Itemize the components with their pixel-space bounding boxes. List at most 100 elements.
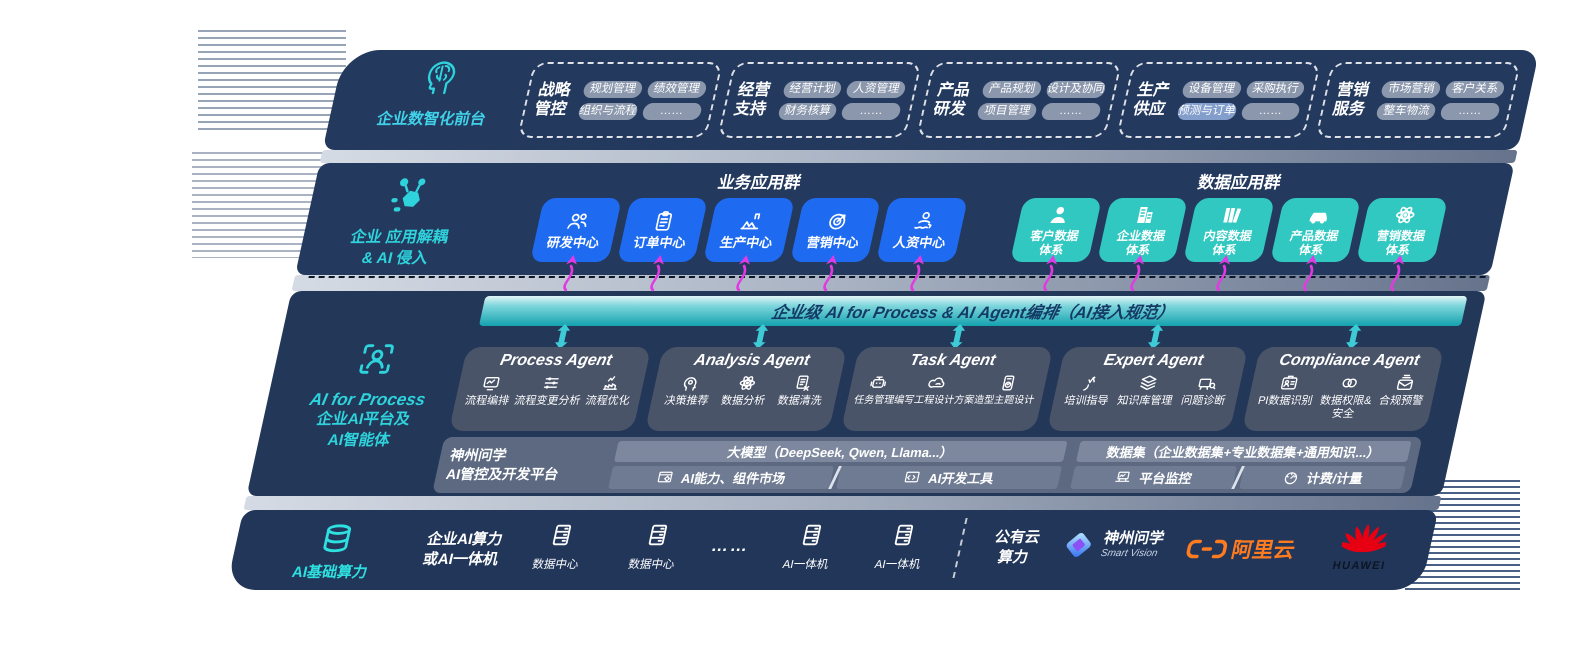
front-layer-title: 企业数智化前台 bbox=[375, 111, 488, 128]
server-icon bbox=[796, 522, 828, 548]
process-agent-box: Process Agent 流程编排 流程变更分析 流程优化 bbox=[448, 347, 652, 431]
double-arrow-icon bbox=[945, 323, 971, 350]
server-icon bbox=[546, 522, 578, 548]
front-layer-label: 企业数智化前台 bbox=[363, 58, 511, 129]
agent-title: Expert Agent bbox=[1102, 352, 1206, 369]
smart-vision-logo: 神州问学 Smart Vision bbox=[1058, 528, 1193, 562]
agent-item-label: 数据分析 bbox=[719, 395, 767, 407]
agent-item-label: 数据权限&安全 bbox=[1318, 395, 1373, 421]
public-cloud-label: 公有云 算力 bbox=[973, 528, 1058, 569]
pill: 财务核算 bbox=[776, 102, 839, 120]
node-label: 数据中心 bbox=[531, 559, 580, 571]
agent-item-label: 合规预警 bbox=[1377, 395, 1425, 407]
app-layer-title-line: 企业 应用解耦 bbox=[348, 229, 450, 246]
double-arrow-icon bbox=[1341, 323, 1367, 350]
dashed-divider bbox=[952, 518, 968, 578]
app-layer: 企业 应用解耦 & AI 侵入 业务应用群 研发中心 订单中心 bbox=[295, 163, 1515, 275]
agent-title: Analysis Agent bbox=[692, 352, 812, 369]
optimize-icon bbox=[599, 373, 623, 393]
cloud-line: 算力 bbox=[996, 549, 1030, 567]
huawei-logo: HUAWEI bbox=[1318, 518, 1410, 572]
pill: 预测与订单 bbox=[1176, 102, 1238, 120]
agent-item-label: 编写工程设计方案 bbox=[892, 395, 976, 406]
scan-person-icon bbox=[352, 339, 401, 379]
ai-layer-title-line: AI智能体 bbox=[325, 431, 392, 449]
app-layer-title-line: & AI 侵入 bbox=[359, 249, 430, 267]
agent-item-label: 造型主题设计 bbox=[972, 395, 1036, 406]
node-label: AI一体机 bbox=[873, 559, 922, 571]
agent-item-label: 知识库管理 bbox=[1115, 395, 1174, 407]
alert-icon bbox=[1393, 373, 1417, 393]
dataset-bar: 数据集（企业数据集+专业数据集+通用知识...） bbox=[1075, 441, 1412, 462]
app-layer-label: 企业 应用解耦 & AI 侵入 bbox=[316, 175, 489, 270]
infra-title: AI基础算力 bbox=[290, 564, 370, 581]
diagnose-icon bbox=[1195, 373, 1219, 393]
expert-agent-box: Expert Agent 培训指导 知识库管理 问题诊断 bbox=[1046, 347, 1249, 431]
agent-title: Task Agent bbox=[908, 352, 998, 369]
group-product: 产品研发 产品规划 设计及协同 项目管理 …… bbox=[916, 62, 1122, 138]
business-group-title: 业务应用群 bbox=[716, 174, 803, 192]
training-icon bbox=[1078, 373, 1102, 393]
agent-item-label: 流程编排 bbox=[463, 395, 511, 407]
group-name: 经营支持 bbox=[732, 81, 773, 118]
person-chart-icon bbox=[909, 209, 938, 233]
pill: 整车物流 bbox=[1375, 102, 1438, 120]
deco-stripes-top-left bbox=[198, 30, 346, 134]
pill: …… bbox=[840, 102, 903, 120]
ai-orchestration-bar: 企业级 AI for Process & AI Agent编排（AI接入规范） bbox=[478, 296, 1468, 326]
group-operation: 经营支持 经营计划 人资管理 财务核算 …… bbox=[716, 62, 923, 138]
huawei-name: HUAWEI bbox=[1331, 560, 1387, 572]
flow-arrow bbox=[901, 249, 933, 293]
agent-item-label: 流程优化 bbox=[584, 395, 631, 407]
design-icon bbox=[996, 373, 1020, 393]
agent-item-label: 任务管理 bbox=[852, 395, 896, 406]
pill: 产品规划 bbox=[981, 80, 1043, 98]
car-icon bbox=[1304, 203, 1333, 227]
group-supply: 生产供应 设备管理 采购执行 预测与订单 …… bbox=[1115, 62, 1322, 138]
atom-icon bbox=[735, 373, 759, 393]
layer-edge bbox=[243, 496, 1442, 510]
aliyun-bracket-icon bbox=[1185, 539, 1229, 559]
flow-arrow bbox=[1121, 249, 1153, 293]
pill: …… bbox=[641, 102, 703, 120]
pill: 规划管理 bbox=[582, 80, 644, 98]
task-agent-box: Task Agent 任务管理 编写工程设计方案 造型主题设计 bbox=[840, 347, 1053, 431]
front-layer: 企业数智化前台 战略管控 规划管理 绩效管理 组织与流程 …… 经营支持 经营计… bbox=[322, 50, 1540, 150]
smart-vision-subtitle: Smart Vision bbox=[1099, 547, 1159, 559]
id-card-icon bbox=[1277, 373, 1301, 393]
billing-segment: 计费/计量 bbox=[1238, 466, 1407, 489]
gauge-icon bbox=[1280, 469, 1301, 486]
server-icon bbox=[888, 522, 920, 548]
ai-layer-label: AI for Process 企业AI平台及 AI智能体 bbox=[280, 339, 457, 452]
agent-item-label: 数据清洗 bbox=[776, 395, 823, 407]
layer-edge bbox=[319, 150, 1518, 163]
clean-icon bbox=[791, 373, 815, 393]
flow-arrow bbox=[1207, 249, 1239, 293]
pill: …… bbox=[1040, 102, 1102, 120]
target-icon bbox=[823, 209, 852, 233]
double-arrow-icon bbox=[550, 323, 576, 350]
database-icon bbox=[316, 522, 357, 556]
monitor-segment: 平台监控 bbox=[1069, 466, 1237, 489]
platform-label: 神州问学 AI管控及开发平台 bbox=[444, 446, 604, 484]
ai-orchestration-text: 企业级 AI for Process & AI Agent编排（AI接入规范） bbox=[769, 304, 1176, 322]
user-icon bbox=[1045, 203, 1074, 227]
clipboard-icon bbox=[650, 209, 679, 233]
group-name: 产品研发 bbox=[931, 81, 972, 118]
compute-line: 或AI一体机 bbox=[421, 551, 500, 569]
analysis-agent-box: Analysis Agent 决策推荐 数据分析 数据清洗 bbox=[644, 347, 847, 431]
segment-label: AI开发工具 bbox=[926, 471, 996, 486]
aliyun-logo: 阿里云 bbox=[1184, 534, 1311, 564]
enterprise-compute-label: 企业AI算力 或AI一体机 bbox=[394, 530, 531, 571]
pill: 客户关系 bbox=[1444, 80, 1506, 98]
smart-vision-name: 神州问学 bbox=[1102, 530, 1166, 548]
pill: …… bbox=[1439, 102, 1501, 120]
double-arrow-icon bbox=[748, 323, 774, 350]
pill: 绩效管理 bbox=[645, 80, 708, 98]
decision-icon bbox=[678, 373, 702, 393]
factory-icon bbox=[736, 209, 765, 233]
flow-arrow bbox=[727, 249, 759, 293]
node-label: AI一体机 bbox=[781, 559, 830, 571]
agent-item-label: PI数据识别 bbox=[1256, 395, 1314, 407]
